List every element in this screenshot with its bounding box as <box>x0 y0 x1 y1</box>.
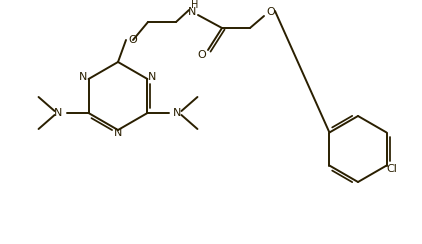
Text: O: O <box>129 35 138 45</box>
Text: O: O <box>267 7 276 17</box>
Text: Cl: Cl <box>386 163 397 173</box>
Text: N: N <box>79 72 88 82</box>
Text: N: N <box>148 72 157 82</box>
Text: N: N <box>173 108 181 118</box>
Text: N: N <box>54 108 63 118</box>
Text: H: H <box>191 0 199 10</box>
Text: N: N <box>114 128 122 138</box>
Text: O: O <box>197 50 206 60</box>
Text: N: N <box>188 7 196 17</box>
